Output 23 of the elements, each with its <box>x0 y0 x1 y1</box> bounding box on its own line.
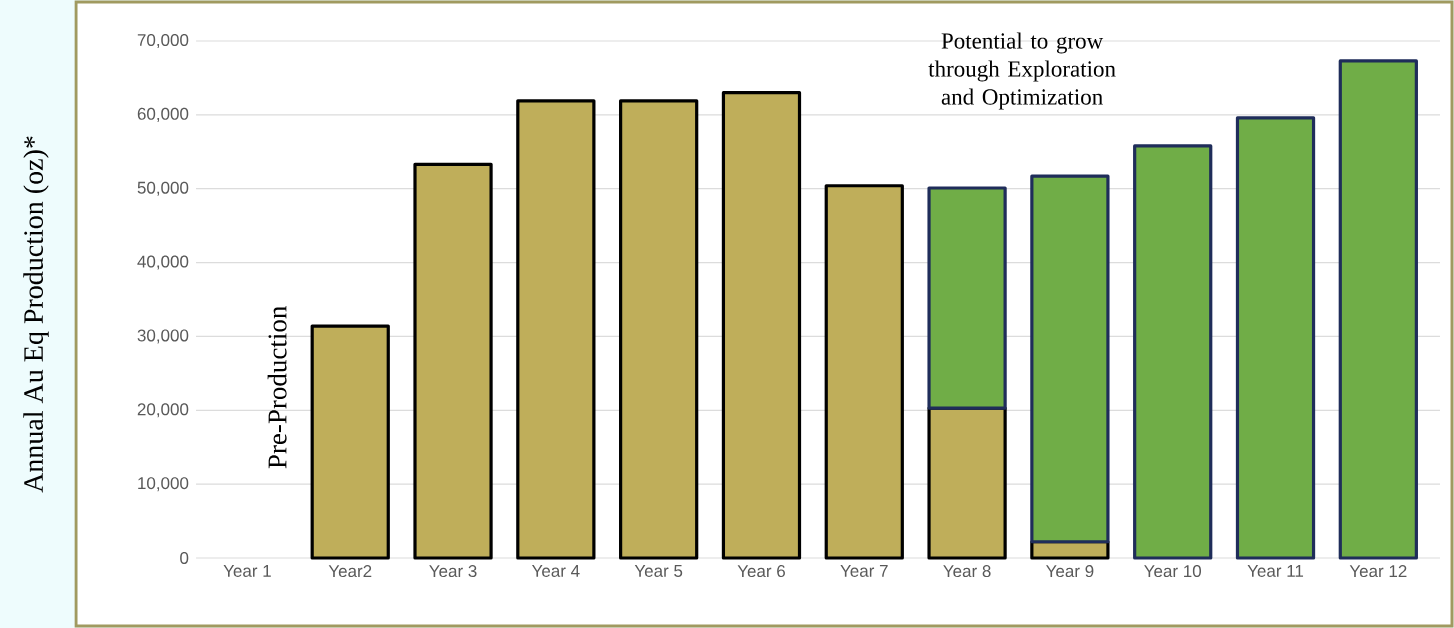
x-tick-label: Year 9 <box>1046 565 1094 578</box>
x-tick-label: Year 11 <box>1247 565 1304 577</box>
x-tick-label: Year 4 <box>531 565 580 577</box>
y-axis-title: Annual Au Eq Production (oz)* <box>23 136 49 493</box>
y-tick-label: 30,000 <box>137 329 189 344</box>
y-tick-label: 60,000 <box>137 107 189 122</box>
y-tick-label: 20,000 <box>137 403 189 418</box>
y-tick-label: 0 <box>180 551 189 565</box>
x-tick-label: Year 7 <box>840 565 888 577</box>
x-tick-label: Year 8 <box>943 565 991 578</box>
x-tick-label: Year 3 <box>429 565 477 578</box>
annotation: Potential to grow through Exploration and Optimization <box>928 32 1116 110</box>
x-tick-label: Year 1 <box>223 565 271 577</box>
x-tick-label: Year 6 <box>737 565 785 578</box>
y-tick-label: 10,000 <box>138 477 189 492</box>
x-tick-label: Year2 <box>328 565 372 578</box>
x-tick-label: Year 5 <box>634 565 683 577</box>
x-tick-label: Year 10 <box>1144 565 1202 578</box>
y-tick-label: 50,000 <box>137 181 189 196</box>
annotation: Pre-Production <box>267 306 287 469</box>
x-tick-label: Year 12 <box>1349 565 1407 578</box>
y-tick-label: 40,000 <box>137 255 189 270</box>
y-tick-label: 70,000 <box>137 34 189 49</box>
